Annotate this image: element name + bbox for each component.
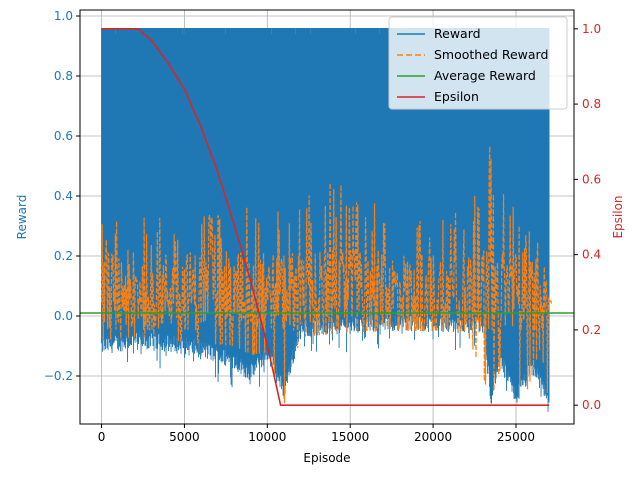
left-y-tick-label: 0.6 [54,129,73,143]
right-y-tick-label: 0.6 [582,172,601,186]
x-tick-label: 20000 [414,430,452,444]
plot-area [80,27,574,412]
right-y-axis-label: Epsilon [611,195,625,238]
x-tick-label: 15000 [331,430,369,444]
x-tick-label: 25000 [497,430,535,444]
plot-frame [79,9,575,425]
right-y-tick-label: 0.0 [582,398,601,412]
series-reward-line [101,28,550,412]
right-y-tick-label: 1.0 [582,22,601,36]
left-y-tick-label: 1.0 [54,9,73,23]
legend-label-epsilon: Epsilon [434,89,479,104]
left-y-axis-label: Reward [15,195,29,240]
series-epsilon-line [101,27,550,407]
left-y-tick-label: 0.2 [54,249,73,263]
legend: Reward Smoothed Reward Average Reward Ep… [388,16,568,110]
right-y-tick-label: 0.8 [582,97,601,111]
right-y-tick-label: 0.2 [582,323,601,337]
legend-label-smoothed-reward: Smoothed Reward [434,47,548,62]
legend-box [388,16,568,110]
legend-item-average-reward: Average Reward [397,68,536,83]
x-tick-label: 5000 [169,430,200,444]
right-y-tick-label: 0.4 [582,248,601,262]
legend-item-epsilon: Epsilon [397,89,479,104]
legend-label-average-reward: Average Reward [434,68,536,83]
legend-label-reward: Reward [434,26,481,41]
x-tick-label: 0 [98,430,106,444]
left-y-tick-label: −0.2 [44,369,73,383]
x-tick-label: 10000 [248,430,286,444]
legend-item-reward: Reward [397,26,481,41]
left-y-tick-label: 0.4 [54,189,73,203]
legend-item-smoothed-reward: Smoothed Reward [397,47,548,62]
left-y-tick-label: 0.0 [54,309,73,323]
axes: 0 5000 10000 15000 20000 25000 −0.2 0.0 0.2 0.4 0.… [44,9,601,444]
left-y-tick-label: 0.8 [54,69,73,83]
x-axis-label: Episode [303,451,350,465]
